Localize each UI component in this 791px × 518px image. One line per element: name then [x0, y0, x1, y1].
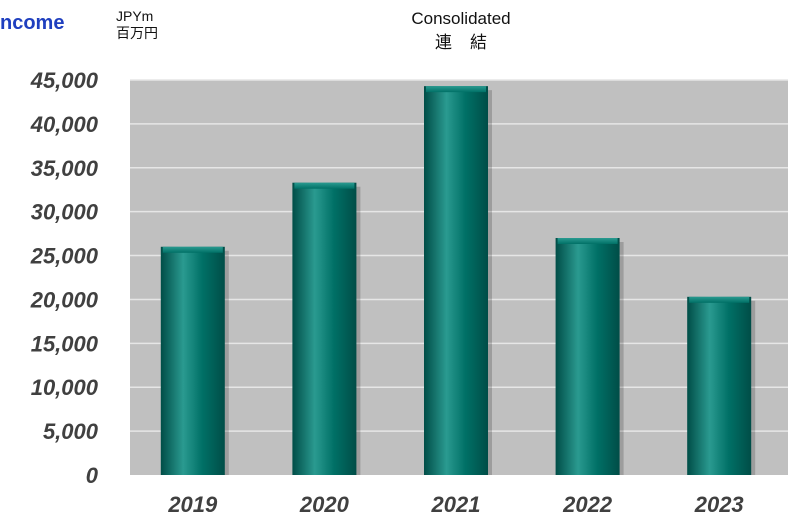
bar-body [160, 246, 225, 475]
y-tick-label: 25,000 [30, 244, 99, 269]
y-tick-label: 35,000 [31, 156, 99, 181]
y-tick-label: 0 [86, 463, 99, 488]
y-tick-label: 20,000 [30, 287, 99, 312]
x-axis-ticks: 2019 2020 2021 2022 2023 [167, 492, 743, 517]
x-tick-label: 2020 [299, 492, 350, 517]
bar-cap [426, 86, 486, 93]
x-tick-label: 2019 [167, 492, 218, 517]
unit-label: JPYm 百万円 [116, 8, 158, 42]
bars [160, 86, 756, 476]
y-axis-ticks: 0 5,000 10,000 15,000 20,000 25,000 30,000 35,0… [30, 68, 99, 488]
bar-2020 [292, 182, 361, 475]
y-tick-label: 30,000 [31, 200, 99, 225]
y-tick-label: 10,000 [31, 375, 99, 400]
bar-2019 [160, 246, 229, 475]
unit-label-jp: 百万円 [116, 25, 158, 41]
y-tick-label: 40,000 [30, 112, 99, 137]
y-tick-label: 5,000 [43, 419, 99, 444]
x-tick-label: 2022 [562, 492, 613, 517]
bar-body [687, 296, 752, 475]
bar-cap [162, 246, 223, 253]
x-tick-label: 2023 [694, 492, 744, 517]
y-tick-label: 45,000 [30, 68, 99, 93]
chart-header: Consolidated 連結 [361, 7, 561, 55]
bar-cap [689, 296, 750, 303]
bar-2021 [424, 86, 492, 476]
bar-2022 [555, 238, 624, 475]
unit-label-en: JPYm [116, 8, 154, 24]
bar-body [424, 86, 488, 476]
bar-body [555, 238, 620, 475]
header-title-en: Consolidated [411, 9, 511, 28]
chart-title-fragment: ncome [0, 12, 65, 34]
header-title-jp: 連結 [435, 33, 505, 52]
bar-cap [557, 238, 618, 244]
bar-2023 [687, 296, 756, 475]
x-tick-label: 2021 [431, 492, 481, 517]
bar-body [292, 182, 357, 475]
bar-cap [294, 182, 355, 189]
y-tick-label: 15,000 [31, 331, 99, 356]
